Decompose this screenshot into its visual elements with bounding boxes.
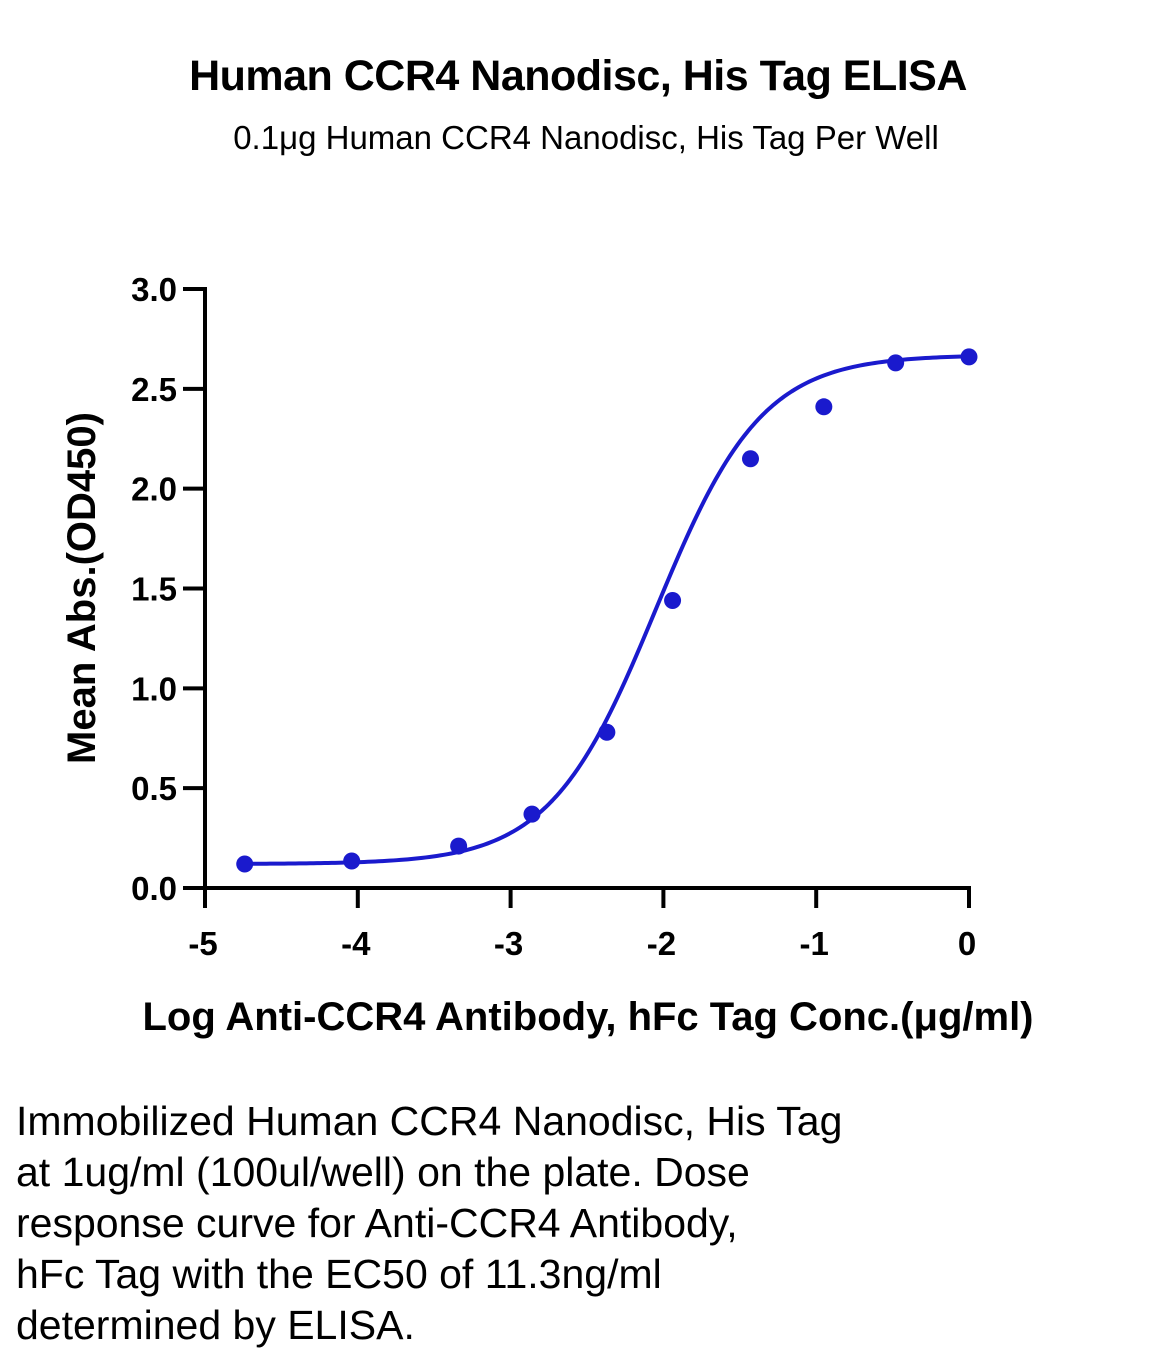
y-tick-label: 0.5: [131, 770, 177, 807]
figure-caption: Immobilized Human CCR4 Nanodisc, His Tag…: [16, 1098, 843, 1348]
data-point: [523, 805, 541, 823]
y-tick-label: 2.0: [131, 471, 177, 508]
data-point: [450, 837, 468, 855]
y-tick-label: 2.5: [131, 371, 177, 408]
fit-curve: [244, 354, 970, 866]
data-point: [960, 348, 978, 366]
data-point: [343, 852, 361, 870]
chart-subtitle: 0.1μg Human CCR4 Nanodisc, His Tag Per W…: [233, 119, 939, 156]
x-tick-label: -2: [647, 925, 676, 962]
data-point: [815, 398, 833, 416]
data-point: [742, 450, 759, 468]
data-point: [236, 855, 254, 873]
chart-title: Human CCR4 Nanodisc, His Tag ELISA: [189, 52, 967, 100]
x-tick-label: -1: [800, 925, 829, 962]
x-tick-label: -4: [341, 925, 371, 962]
data-point: [887, 354, 905, 372]
x-tick-label: -3: [494, 925, 523, 962]
data-point: [664, 591, 682, 609]
x-tick-label: 0: [958, 925, 976, 962]
chart-plot: 0.0 0.5 1.0 1.5 2.0 2.5 3.0 -5 -4 -3 -2 -1 0 Log Ant…: [60, 271, 1034, 1039]
y-tick-label: 0.0: [131, 870, 177, 907]
x-tick-label: -5: [188, 925, 217, 962]
y-tick-label: 1.0: [131, 670, 177, 707]
fit-curve-layer: [244, 354, 970, 866]
data-point: [598, 723, 616, 741]
data-points: [236, 348, 978, 873]
axes: 0.0 0.5 1.0 1.5 2.0 2.5 3.0 -5 -4 -3 -2 -1 0: [131, 271, 976, 962]
y-tick-label: 3.0: [131, 271, 177, 308]
y-axis-title: Mean Abs.(OD450): [60, 412, 104, 764]
y-tick-label: 1.5: [131, 571, 177, 608]
x-axis-title: Log Anti-CCR4 Antibody, hFc Tag Conc.(μg…: [142, 995, 1033, 1039]
